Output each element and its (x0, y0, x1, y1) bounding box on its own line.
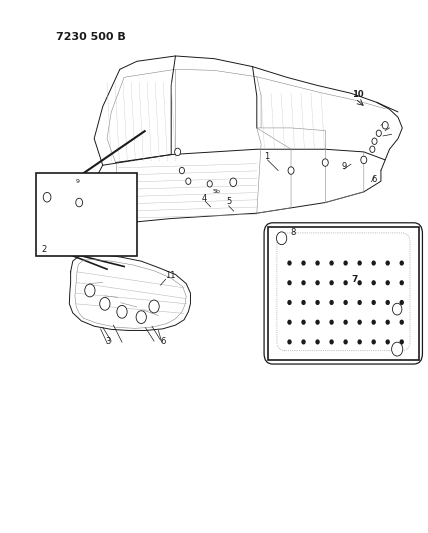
Circle shape (344, 301, 347, 304)
Circle shape (370, 146, 375, 152)
Circle shape (386, 320, 389, 324)
Circle shape (76, 198, 83, 207)
Circle shape (330, 261, 333, 265)
Circle shape (330, 340, 333, 344)
Circle shape (372, 138, 377, 144)
Circle shape (358, 320, 361, 324)
Circle shape (372, 281, 375, 285)
Circle shape (288, 261, 291, 265)
Circle shape (302, 281, 305, 285)
Circle shape (316, 340, 319, 344)
Text: 1: 1 (265, 152, 270, 161)
Circle shape (207, 181, 212, 187)
Circle shape (400, 261, 403, 265)
Text: 4: 4 (202, 194, 207, 203)
Text: 11: 11 (165, 271, 175, 280)
Circle shape (382, 122, 388, 129)
Text: 7: 7 (351, 276, 357, 285)
Text: 9: 9 (341, 162, 346, 171)
Circle shape (372, 340, 375, 344)
Circle shape (372, 261, 375, 265)
Circle shape (400, 340, 403, 344)
Text: 10: 10 (352, 90, 363, 99)
Circle shape (316, 261, 319, 265)
Text: 6: 6 (160, 337, 166, 346)
Circle shape (85, 284, 95, 297)
Circle shape (302, 261, 305, 265)
Circle shape (358, 301, 361, 304)
Bar (268, 227, 419, 360)
Circle shape (372, 301, 375, 304)
Circle shape (136, 311, 146, 324)
Text: 8: 8 (290, 228, 296, 237)
Circle shape (230, 178, 237, 187)
Circle shape (386, 261, 389, 265)
Circle shape (149, 300, 159, 313)
Bar (36, 173, 137, 256)
Circle shape (117, 305, 127, 318)
Circle shape (358, 281, 361, 285)
Circle shape (302, 301, 305, 304)
Circle shape (344, 281, 347, 285)
Circle shape (288, 281, 291, 285)
Circle shape (288, 340, 291, 344)
Circle shape (372, 320, 375, 324)
Text: 5: 5 (226, 197, 231, 206)
Circle shape (316, 281, 319, 285)
Circle shape (186, 178, 191, 184)
Circle shape (400, 320, 403, 324)
Circle shape (288, 301, 291, 304)
Circle shape (392, 303, 402, 315)
Circle shape (330, 320, 333, 324)
Circle shape (392, 342, 403, 356)
Circle shape (288, 320, 291, 324)
Circle shape (302, 320, 305, 324)
Circle shape (179, 167, 184, 174)
Text: 5b: 5b (213, 189, 220, 195)
Circle shape (302, 340, 305, 344)
Circle shape (361, 156, 367, 164)
Text: 9: 9 (76, 179, 80, 184)
Circle shape (344, 320, 347, 324)
Circle shape (330, 281, 333, 285)
Circle shape (358, 340, 361, 344)
Circle shape (175, 148, 181, 156)
Circle shape (386, 340, 389, 344)
Circle shape (330, 301, 333, 304)
Circle shape (322, 159, 328, 166)
Circle shape (316, 301, 319, 304)
Circle shape (276, 232, 287, 245)
Circle shape (386, 301, 389, 304)
Circle shape (376, 130, 381, 136)
Text: 3: 3 (105, 337, 110, 346)
Text: 2: 2 (42, 245, 47, 254)
Circle shape (288, 167, 294, 174)
Text: 7230 500 B: 7230 500 B (56, 32, 125, 42)
Circle shape (400, 301, 403, 304)
Circle shape (43, 192, 51, 202)
Text: 6: 6 (371, 175, 377, 184)
Circle shape (344, 340, 347, 344)
Circle shape (386, 281, 389, 285)
Circle shape (100, 297, 110, 310)
Circle shape (358, 261, 361, 265)
Circle shape (344, 261, 347, 265)
Circle shape (400, 281, 403, 285)
Circle shape (316, 320, 319, 324)
